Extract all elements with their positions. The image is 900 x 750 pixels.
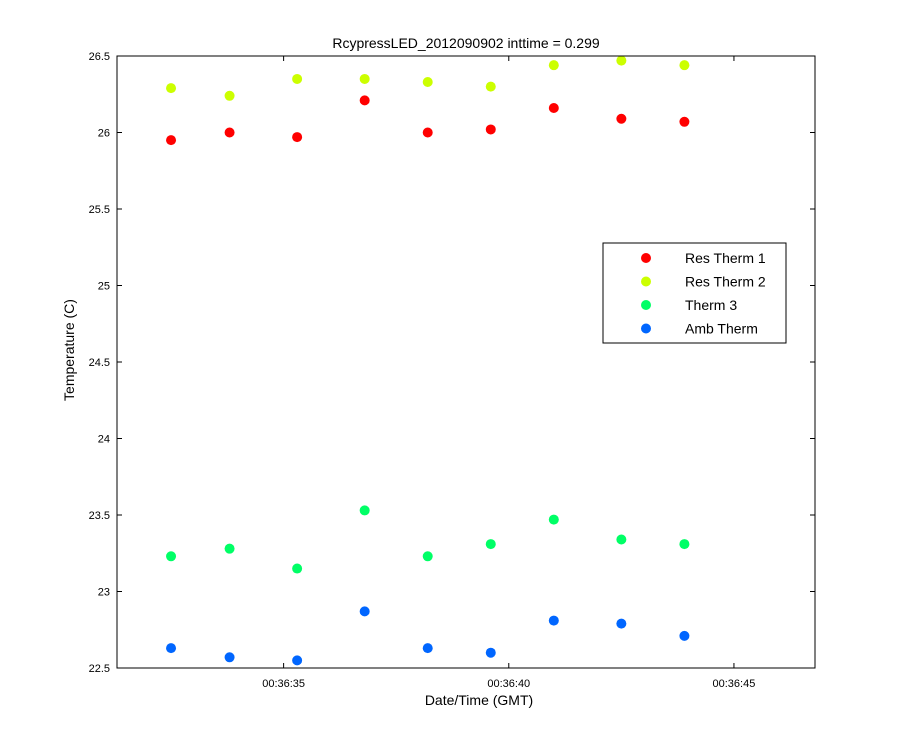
data-point [679, 60, 690, 71]
data-point [422, 643, 433, 654]
data-point [224, 90, 235, 101]
data-point [292, 655, 303, 666]
data-point [359, 73, 370, 84]
legend-marker [641, 300, 651, 310]
data-point [548, 615, 559, 626]
y-tick-label: 23 [98, 587, 110, 599]
data-point [616, 618, 627, 629]
y-axis-label: Temperature (C) [61, 299, 77, 401]
plot-area [117, 56, 815, 668]
data-point [166, 643, 177, 654]
legend-box [602, 242, 787, 344]
data-point [616, 534, 627, 545]
legend-marker [641, 276, 651, 287]
y-tick-label: 24 [98, 434, 110, 446]
x-axis-ticks: 00:36:35 00:36:40 00:36:45 [262, 56, 755, 690]
data-point [485, 124, 496, 135]
data-point [548, 60, 559, 71]
legend-label: Res Therm 2 [685, 274, 766, 290]
data-point [679, 630, 690, 641]
y-tick-label: 26 [98, 128, 110, 140]
data-point [548, 103, 559, 114]
data-point [485, 81, 496, 92]
legend-label: Res Therm 1 [685, 250, 766, 266]
y-tick-label: 25.5 [89, 204, 110, 216]
data-point [359, 95, 370, 106]
y-tick-label: 25 [98, 281, 110, 293]
data-point [616, 55, 627, 66]
y-tick-label: 22.5 [89, 663, 110, 675]
data-point [224, 543, 235, 554]
y-tick-label: 26.5 [89, 51, 110, 63]
legend-marker [641, 323, 651, 334]
x-tick-label: 00:36:45 [713, 678, 756, 690]
data-point [224, 652, 235, 663]
data-point [292, 563, 303, 574]
data-point [166, 83, 177, 94]
y-tick-label: 23.5 [89, 510, 110, 522]
x-tick-label: 00:36:40 [487, 678, 530, 690]
data-point [166, 551, 177, 562]
data-point [485, 539, 496, 550]
data-point [224, 127, 235, 138]
data-point [292, 132, 303, 143]
data-point [359, 606, 370, 617]
plot-frame [116, 55, 816, 669]
y-tick-label: 24.5 [89, 357, 110, 369]
x-axis-label: Date/Time (GMT) [425, 692, 533, 708]
data-point [548, 514, 559, 525]
data-point [422, 77, 433, 88]
data-point [166, 135, 177, 146]
legend: Res Therm 1 Res Therm 2 Therm 3 Amb Therm [602, 242, 787, 344]
legend-marker [641, 253, 651, 263]
data-point [422, 551, 433, 562]
data-point [422, 127, 433, 138]
data-point [679, 539, 690, 550]
data-point [616, 113, 627, 124]
legend-label: Therm 3 [685, 297, 737, 313]
data-point [679, 116, 690, 127]
data-point [485, 647, 496, 658]
legend-label: Amb Therm [685, 321, 758, 337]
chart-title: RcypressLED_2012090902 inttime = 0.299 [332, 35, 600, 51]
data-point [359, 505, 370, 516]
data-point [292, 73, 303, 84]
data-points [166, 55, 690, 666]
x-tick-label: 00:36:35 [262, 678, 305, 690]
